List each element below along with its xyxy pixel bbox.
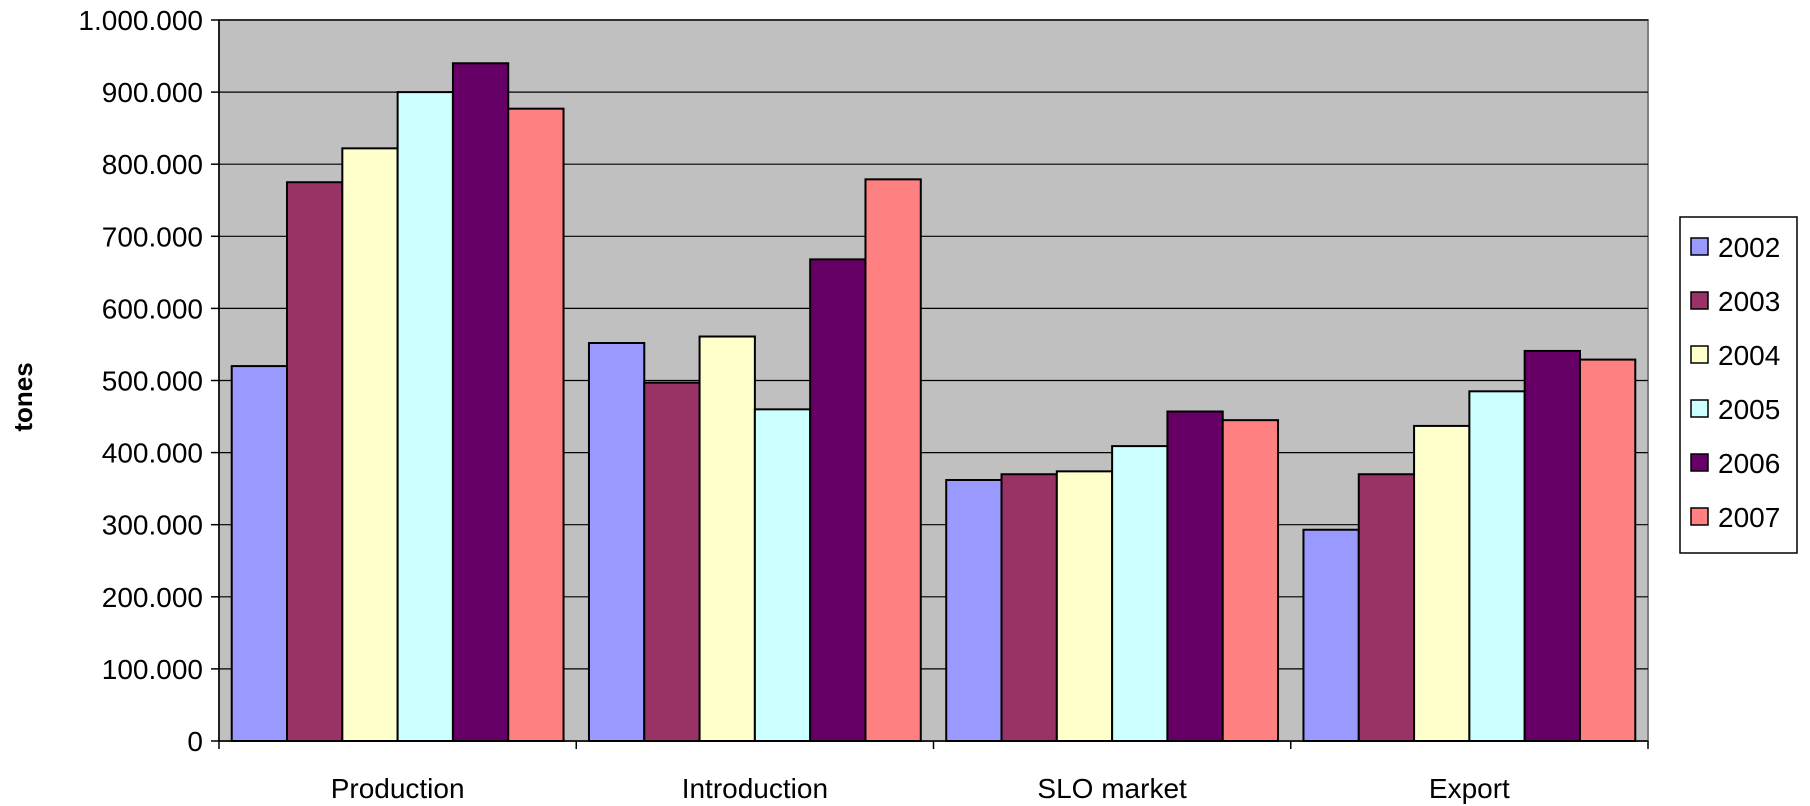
y-tick-label: 500.000 — [102, 366, 203, 397]
bar-2004-slo-market — [1055, 470, 1114, 742]
bar-2005-slo-market — [1111, 445, 1169, 742]
bar-2002-introduction — [587, 342, 646, 742]
bar-2003-introduction — [643, 381, 701, 742]
bar-2004-introduction — [698, 335, 756, 742]
y-tick-label: 900.000 — [102, 77, 203, 108]
axes — [211, 19, 1649, 749]
legend-label-2006: 2006 — [1718, 448, 1780, 479]
y-axis-label: tones — [8, 362, 38, 431]
legend-box — [1679, 216, 1798, 554]
bar-2005-production — [396, 91, 454, 743]
y-tick-label: 300.000 — [102, 510, 203, 541]
legend-label-2003: 2003 — [1718, 286, 1780, 317]
bar-2007-introduction — [864, 178, 922, 742]
bar-2003-production — [286, 181, 344, 743]
legend-swatch-2003 — [1690, 291, 1709, 310]
bar-2005-introduction — [753, 408, 812, 742]
bar-2003-slo-market — [1000, 473, 1058, 742]
legend-swatch-2007 — [1690, 507, 1709, 526]
legend-swatch-2004 — [1690, 345, 1709, 364]
bar-2006-production — [451, 62, 510, 742]
bar-2007-slo-market — [1221, 419, 1280, 742]
bar-2002-production — [230, 365, 289, 742]
bar-2002-slo-market — [945, 478, 1003, 742]
bar-2005-export — [1468, 390, 1526, 742]
y-tick-label: 200.000 — [102, 582, 203, 613]
legend: 2002 2003 2004 2005 2006 2007 — [1679, 216, 1798, 554]
bar-2006-export — [1523, 349, 1581, 742]
legend-label-2002: 2002 — [1718, 232, 1780, 263]
x-tick-label: Export — [1429, 773, 1510, 804]
legend-swatch-2002 — [1690, 237, 1709, 256]
bar-2007-export — [1578, 358, 1637, 742]
x-tick-label: Introduction — [682, 773, 828, 804]
y-tick-label: 100.000 — [102, 654, 203, 685]
legend-label-2004: 2004 — [1718, 340, 1780, 371]
x-tick-labels: Production Introduction SLO market Export — [331, 773, 1510, 804]
legend-label-2005: 2005 — [1718, 394, 1780, 425]
bar-2006-introduction — [809, 258, 867, 742]
y-tick-label: 400.000 — [102, 438, 203, 469]
bar-2004-export — [1413, 424, 1471, 742]
y-tick-label: 700.000 — [102, 221, 203, 252]
legend-swatch-2005 — [1690, 399, 1709, 418]
y-tick-label: 600.000 — [102, 293, 203, 324]
y-tick-label: 800.000 — [102, 149, 203, 180]
legend-label-2007: 2007 — [1718, 502, 1780, 533]
bar-2004-production — [341, 147, 399, 742]
bar-2003-export — [1357, 473, 1416, 742]
bar-2002-export — [1302, 528, 1360, 743]
y-tick-labels: 0 100.000 200.000 300.000 400.000 500.000 600.… — [78, 5, 203, 757]
x-tick-label: Production — [331, 773, 465, 804]
x-tick-label: SLO market — [1037, 773, 1187, 804]
bar-2007-production — [507, 107, 565, 743]
y-tick-label: 1.000.000 — [78, 5, 203, 36]
bar-2006-slo-market — [1166, 410, 1224, 742]
y-tick-label: 0 — [187, 726, 203, 757]
legend-swatch-2006 — [1690, 453, 1709, 472]
